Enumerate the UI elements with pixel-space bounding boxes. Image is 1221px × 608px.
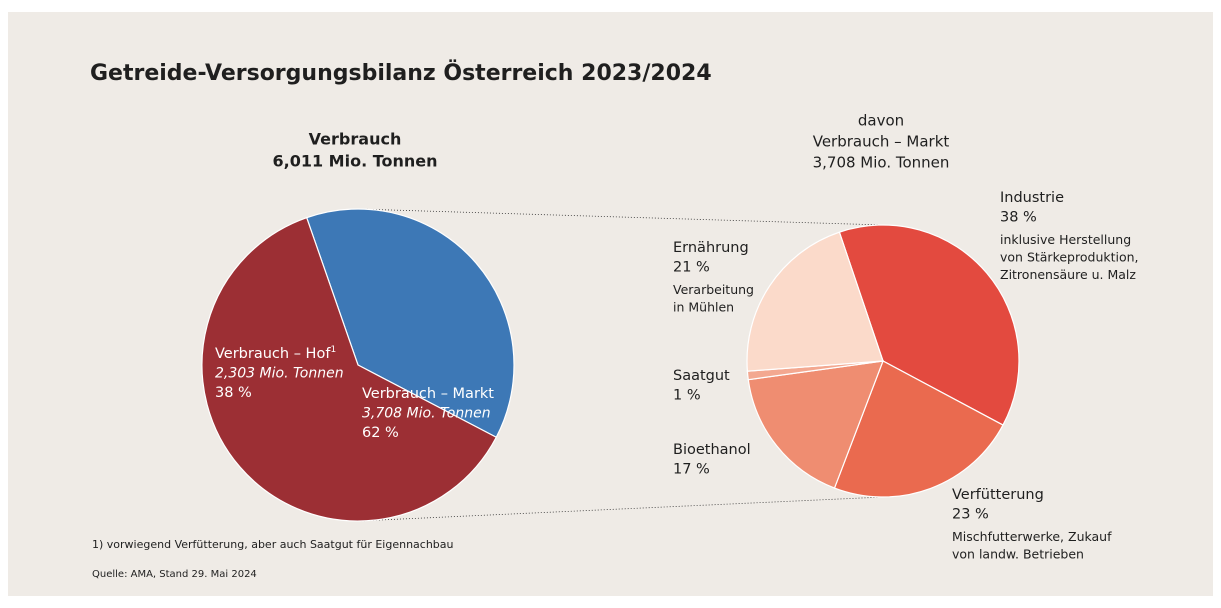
slice-detail: Zitronensäure u. Malz bbox=[1000, 267, 1136, 282]
slice-label: Verfütterung bbox=[952, 487, 1044, 503]
slice-name: Industrie bbox=[1000, 190, 1064, 206]
slice-detail: von landw. Betrieben bbox=[952, 547, 1084, 562]
connector-line bbox=[357, 496, 884, 522]
slice-detail: von Stärkeproduktion, bbox=[1000, 250, 1139, 265]
slice-name: Ernährung bbox=[673, 240, 749, 256]
slice-name: Saatgut bbox=[673, 368, 730, 384]
slice-value-label: 38 % bbox=[215, 385, 252, 401]
pie-slice bbox=[746, 231, 884, 372]
slice-detail: in Mühlen bbox=[673, 300, 734, 315]
pie-title: 3,708 Mio. Tonnen bbox=[813, 154, 950, 172]
slice-value-label: 62 % bbox=[362, 425, 399, 441]
footnote-marker: 1 bbox=[330, 345, 336, 355]
pie-slice bbox=[833, 360, 1004, 498]
slice-label: Bioethanol bbox=[673, 442, 751, 458]
slice-detail: Mischfutterwerke, Zukauf bbox=[952, 529, 1112, 544]
footnote: 1) vorwiegend Verfütterung, aber auch Sa… bbox=[92, 538, 454, 551]
slice-name: Verfütterung bbox=[952, 487, 1044, 503]
connector-line bbox=[357, 208, 884, 226]
slice-label: Industrie bbox=[1000, 190, 1064, 206]
source: Quelle: AMA, Stand 29. Mai 2024 bbox=[92, 569, 257, 580]
chart-title: Getreide-Versorgungsbilanz Österreich 20… bbox=[90, 60, 712, 86]
pie-slice bbox=[838, 224, 1020, 426]
slice-detail: Verarbeitung bbox=[673, 282, 754, 297]
slice-value-label: 23 % bbox=[952, 507, 989, 523]
slice-label: Saatgut bbox=[673, 368, 730, 384]
slice-note: 3,708 Mio. Tonnen bbox=[362, 406, 491, 422]
slice-label: Verbrauch – Hof1 bbox=[215, 345, 336, 363]
slice-name: Verbrauch – Markt bbox=[362, 386, 494, 402]
pie-title: Verbrauch bbox=[309, 130, 402, 149]
slice-detail: inklusive Herstellung bbox=[1000, 232, 1131, 247]
slice-note: 2,303 Mio. Tonnen bbox=[215, 366, 344, 382]
pie-title: davon bbox=[858, 112, 904, 130]
pie-title: 6,011 Mio. Tonnen bbox=[272, 152, 437, 171]
panel bbox=[8, 12, 1213, 596]
slice-label: Verbrauch – Markt bbox=[362, 386, 494, 402]
pie-slice bbox=[305, 208, 515, 439]
slice-label: Ernährung bbox=[673, 240, 749, 256]
slice-value-label: 17 % bbox=[673, 462, 710, 478]
pie-title: Verbrauch – Markt bbox=[813, 133, 950, 151]
slice-value-label: 21 % bbox=[673, 260, 710, 276]
slice-value-label: 38 % bbox=[1000, 210, 1037, 226]
slice-name: Bioethanol bbox=[673, 442, 751, 458]
slice-value-label: 1 % bbox=[673, 388, 701, 404]
pie-slice bbox=[201, 216, 498, 522]
slice-name: Verbrauch – Hof bbox=[215, 346, 331, 362]
pie-slice bbox=[747, 360, 884, 489]
